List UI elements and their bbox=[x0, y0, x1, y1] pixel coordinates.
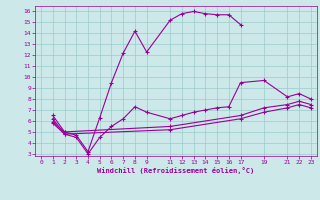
X-axis label: Windchill (Refroidissement éolien,°C): Windchill (Refroidissement éolien,°C) bbox=[97, 167, 255, 174]
